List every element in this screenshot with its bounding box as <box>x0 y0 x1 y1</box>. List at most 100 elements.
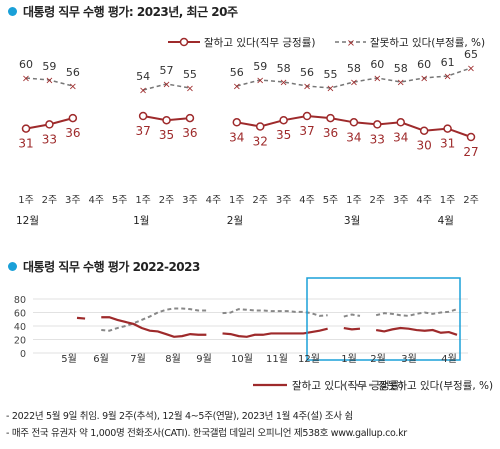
chart2-month-label: 1월 <box>341 353 357 365</box>
chart1-title: 대통령 직무 수행 평가: 2023년, 최근 20주 <box>8 3 238 20</box>
bullet-dot-icon <box>8 7 17 16</box>
approve-marker <box>443 124 452 133</box>
disapprove-data-label: 65 <box>464 48 478 61</box>
chart2-disapprove-line <box>101 307 207 332</box>
approve-data-label: 34 <box>393 130 408 144</box>
y-tick-label: 0 <box>20 349 26 360</box>
legend-approve-label: 잘하고 있다(직무 긍정률) <box>204 36 315 49</box>
month-tick-label: 3월 <box>344 215 360 227</box>
disapprove-data-label: 55 <box>183 68 197 81</box>
disapprove-marker: × <box>256 76 264 87</box>
chart1-disapprove-series: × 60 × 59 × 56 × 54 × 57 × 55 × 56 × 59 × 58 × 56 × 55 × 58 × 60 ×… <box>19 48 478 97</box>
week-tick-label: 3주 <box>182 195 198 206</box>
disapprove-marker: × <box>45 76 53 87</box>
disapprove-marker: × <box>420 74 428 85</box>
approve-marker <box>162 115 171 125</box>
legend-disapprove-label: 잘못하고 있다(부정률, %) <box>370 36 485 49</box>
approve-data-label: 37 <box>299 124 314 138</box>
week-tick-label: 2주 <box>252 195 268 206</box>
week-tick-label: 2주 <box>370 195 386 206</box>
month-tick-label: 1월 <box>133 215 149 227</box>
disapprove-marker: × <box>303 82 311 93</box>
week-tick-label: 4주 <box>206 195 222 206</box>
approve-marker <box>396 118 405 127</box>
approve-data-label: 36 <box>323 126 338 140</box>
approve-marker <box>255 122 265 131</box>
disapprove-line-segment <box>25 77 74 87</box>
disapprove-line-segment <box>142 83 191 91</box>
y-tick-label: 20 <box>14 336 26 347</box>
legend-approve-marker <box>179 37 189 47</box>
chart2-month-label: 10월 <box>231 353 253 365</box>
approve-marker <box>45 120 54 129</box>
approve-data-label: 36 <box>182 126 197 140</box>
disapprove-line-segment <box>236 67 472 89</box>
chart2-legend-disapprove-label: 잘못하고 있다(부정률, %) <box>378 379 493 392</box>
week-tick-label: 1주 <box>18 195 34 206</box>
chart2-month-label: 4월 <box>441 353 457 365</box>
week-tick-label: 4주 <box>416 195 432 206</box>
chart2-month-label: 9월 <box>196 353 212 365</box>
disapprove-marker: × <box>467 64 475 75</box>
y-tick-label: 60 <box>14 309 26 320</box>
chart2-month-label: 3월 <box>401 353 417 365</box>
disapprove-data-label: 54 <box>136 70 150 83</box>
disapprove-data-label: 60 <box>19 58 33 71</box>
disapprove-marker: × <box>162 80 170 91</box>
chart2-lines <box>76 307 458 338</box>
disapprove-marker: × <box>22 74 30 85</box>
chart2-x-axis: 5월 6월 7월 8월 9월 10월 11월 12월 1월 2월 3월 4월 <box>61 353 457 365</box>
chart2-title-text: 대통령 직무 수행 평가 2022-2023 <box>23 260 200 274</box>
week-tick-label: 4주 <box>299 195 315 206</box>
disapprove-marker: × <box>350 78 358 89</box>
y-tick-label: 40 <box>14 322 26 333</box>
approve-data-label: 27 <box>463 145 478 159</box>
approve-data-label: 34 <box>229 130 244 144</box>
week-tick-label: 1주 <box>135 195 151 206</box>
disapprove-data-label: 57 <box>160 64 174 77</box>
disapprove-marker: × <box>139 86 147 97</box>
disapprove-marker: × <box>326 84 334 95</box>
disapprove-marker: × <box>397 78 405 89</box>
bullet-dot-icon <box>8 262 17 271</box>
approve-data-label: 30 <box>417 139 432 153</box>
chart2-approve-line <box>343 326 361 331</box>
approve-marker <box>302 111 312 121</box>
approve-data-label: 35 <box>276 128 291 142</box>
week-tick-label: 4주 <box>88 195 104 206</box>
disapprove-marker: × <box>186 84 194 95</box>
footnote-2: - 매주 전국 유권자 약 1,000명 전화조사(CATI). 한국갤럽 데일… <box>6 428 407 439</box>
approve-data-label: 31 <box>18 137 33 151</box>
approve-marker <box>232 118 242 127</box>
chart2-month-label: 6월 <box>93 353 109 365</box>
disapprove-data-label: 59 <box>253 60 267 73</box>
chart2-month-label: 2월 <box>370 353 386 365</box>
month-tick-label: 2월 <box>227 215 243 227</box>
week-tick-label: 3주 <box>276 195 292 206</box>
chart2-grid: 80 60 40 20 0 <box>14 295 468 360</box>
recent-20-weeks-highlight-box <box>306 277 461 361</box>
chart2-disapprove-line <box>343 313 361 318</box>
week-tick-label: 1주 <box>346 195 362 206</box>
chart1-title-text: 대통령 직무 수행 평가: 2023년, 최근 20주 <box>23 5 238 19</box>
disapprove-marker: × <box>443 72 451 83</box>
approve-marker <box>326 113 335 123</box>
week-tick-label: 2주 <box>463 195 479 206</box>
approve-marker <box>21 124 31 133</box>
month-tick-label: 4월 <box>438 215 454 227</box>
disapprove-marker: × <box>373 74 381 85</box>
week-tick-label: 2주 <box>42 195 58 206</box>
disapprove-data-label: 56 <box>300 66 314 79</box>
disapprove-marker: × <box>279 78 287 89</box>
approve-data-label: 31 <box>440 137 455 151</box>
chart2-month-label: 11월 <box>266 353 288 365</box>
approve-data-label: 33 <box>370 132 385 146</box>
approve-data-label: 33 <box>42 132 57 146</box>
chart2-legend-approve-label: 잘하고 있다(직무 긍정률) <box>292 379 403 392</box>
approve-data-label: 32 <box>253 135 268 149</box>
week-tick-label: 1주 <box>440 195 456 206</box>
approve-data-label: 35 <box>159 128 174 142</box>
chart2-approve-line <box>222 327 328 338</box>
chart2-legend: 잘하고 있다(직무 긍정률) 잘못하고 있다(부정률, %) <box>253 379 493 392</box>
disapprove-data-label: 59 <box>42 60 56 73</box>
